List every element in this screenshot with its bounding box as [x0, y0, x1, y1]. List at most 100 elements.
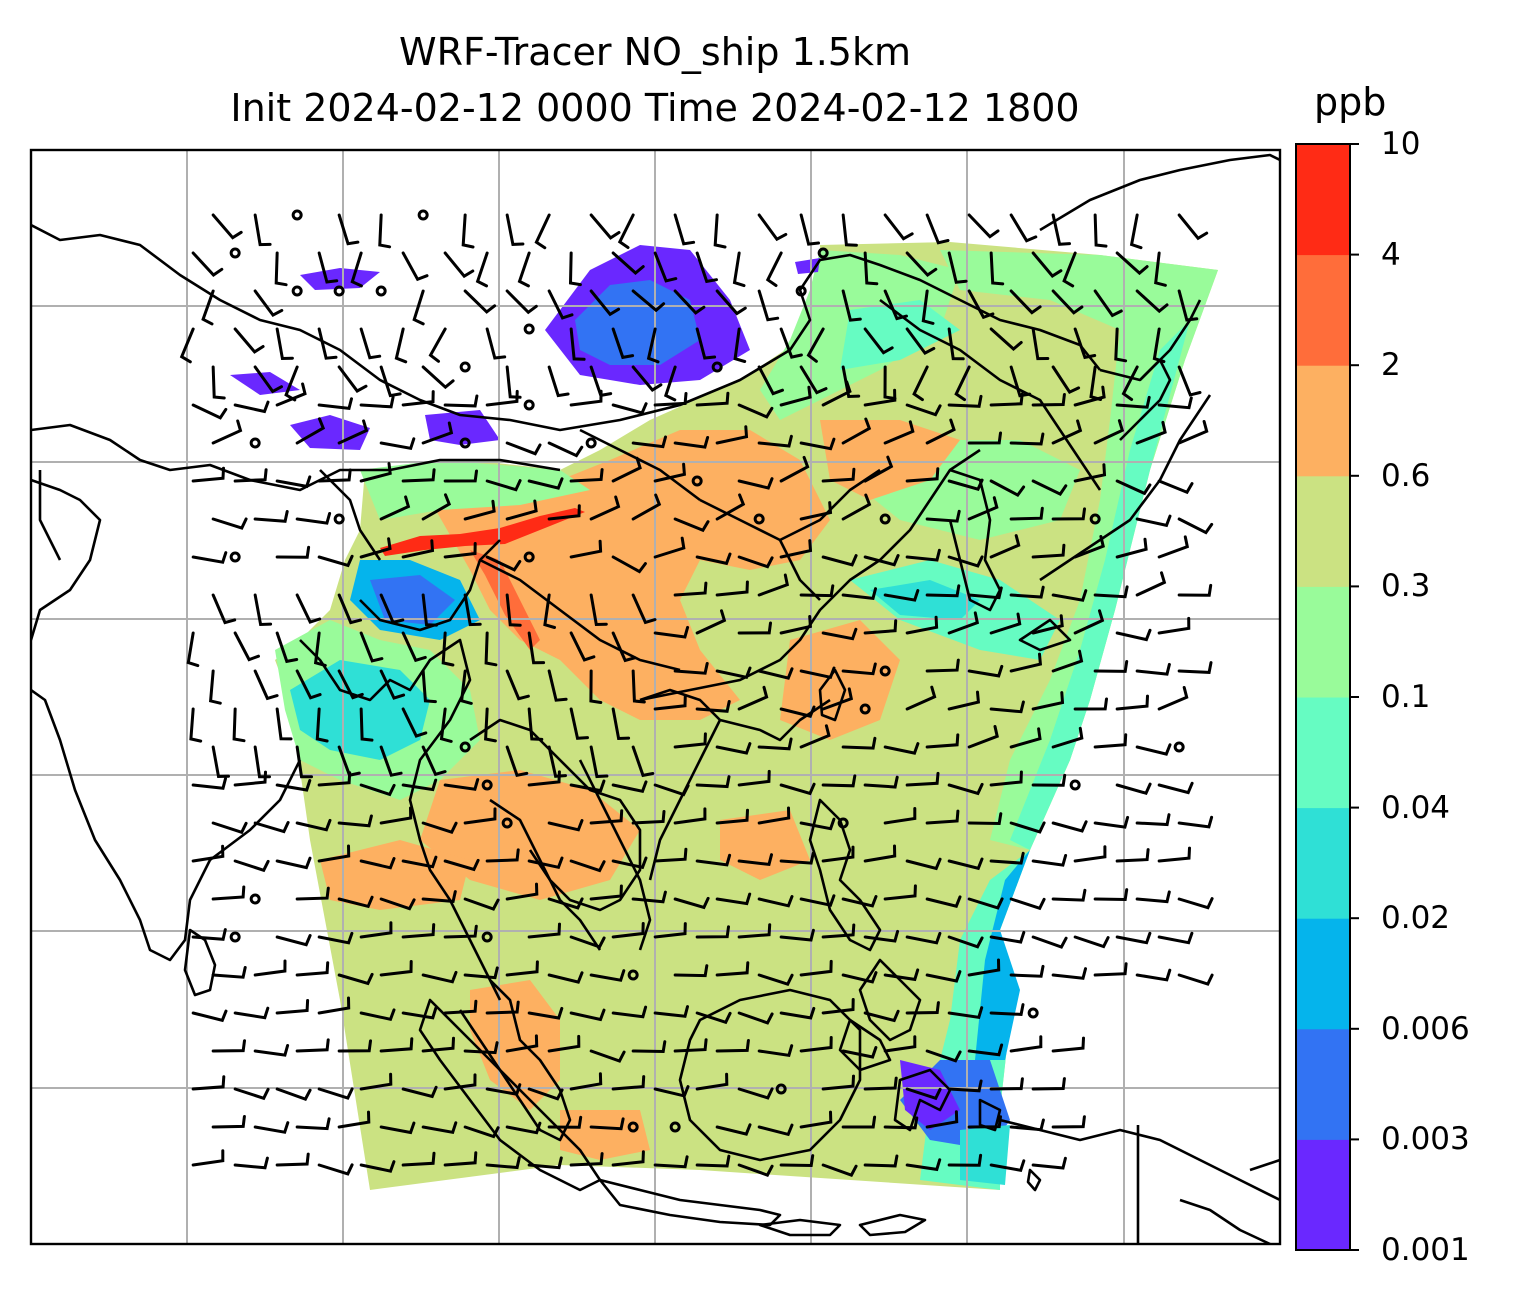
- wind-barb: [421, 365, 455, 390]
- wind-barb: [1051, 967, 1087, 980]
- wind-barb: [989, 930, 1026, 944]
- wind-barb: [1051, 419, 1083, 445]
- wind-barb: [485, 1000, 520, 1015]
- wind-barb: [274, 251, 288, 287]
- calm-wind-marker: [229, 247, 241, 259]
- wind-barb: [1177, 289, 1199, 322]
- wind-barb: [947, 1006, 984, 1019]
- wind-barb: [611, 631, 637, 663]
- graticule: [31, 150, 1280, 1244]
- calm-wind-marker: [481, 931, 493, 943]
- calm-wind-marker: [817, 247, 829, 259]
- wind-barb: [484, 707, 497, 743]
- wind-barb: [317, 844, 351, 863]
- wind-barb: [663, 365, 677, 402]
- wind-barb: [211, 821, 248, 835]
- calm-wind-marker: [459, 437, 471, 449]
- wind-barb: [905, 685, 937, 711]
- wind-barb: [547, 971, 584, 984]
- wind-barb: [799, 817, 836, 831]
- wind-barb: [233, 1006, 270, 1020]
- wind-barb: [485, 1083, 522, 1096]
- wind-barb: [757, 667, 794, 680]
- wind-barb: [695, 552, 732, 566]
- colorbar-unit-label: ppb: [1314, 80, 1387, 124]
- wind-barb: [253, 821, 290, 834]
- wind-barb: [527, 856, 564, 870]
- wind-barb: [211, 885, 246, 901]
- wind-barb: [905, 1001, 940, 1015]
- colorbar-band: [1296, 475, 1350, 587]
- wind-barb: [653, 1155, 689, 1169]
- wind-barb: [989, 479, 1026, 498]
- wind-barb: [589, 669, 603, 704]
- wind-barb: [485, 479, 522, 492]
- wind-barb: [421, 493, 452, 521]
- wind-barb: [883, 742, 920, 755]
- calm-wind-marker: [459, 741, 471, 753]
- wind-barb: [421, 970, 458, 984]
- wind-barb: [208, 669, 222, 705]
- wind-barb: [821, 687, 854, 711]
- wind-barb: [505, 1034, 539, 1053]
- wind-barb: [317, 771, 352, 787]
- wind-barb: [1062, 251, 1077, 288]
- wind-barb: [947, 935, 984, 949]
- wind-barb: [443, 469, 478, 483]
- wind-barb: [673, 807, 707, 825]
- wind-barb: [461, 213, 475, 249]
- wind-barb: [653, 251, 678, 283]
- wind-barb: [1009, 365, 1032, 398]
- wind-barb: [253, 365, 283, 394]
- wind-barb: [233, 631, 260, 662]
- field-class-5: [360, 460, 590, 520]
- wind-barb: [863, 388, 897, 407]
- wind-barb: [841, 365, 861, 399]
- wind-barb: [547, 1034, 581, 1053]
- wind-barb: [459, 669, 473, 705]
- field-class-1: [575, 280, 700, 365]
- calm-wind-marker: [585, 437, 597, 449]
- wind-barb: [883, 420, 915, 445]
- wind-barb: [569, 389, 603, 407]
- wind-barb: [967, 431, 1002, 445]
- wind-barb: [1009, 585, 1045, 599]
- wind-barb: [1009, 964, 1045, 978]
- colorbar-band: [1296, 586, 1350, 698]
- wind-barb: [379, 1121, 416, 1135]
- wind-barb: [611, 780, 648, 794]
- wind-barb: [401, 1006, 438, 1020]
- wind-barb: [925, 213, 950, 245]
- wind-barb: [1051, 589, 1088, 602]
- wind-barb: [967, 289, 995, 320]
- wind-barb: [1135, 662, 1171, 676]
- wind-barb: [715, 425, 749, 445]
- wind-barb: [925, 970, 962, 983]
- wind-barb: [295, 669, 322, 700]
- field-class-7: [560, 1110, 650, 1160]
- wind-barb: [653, 392, 688, 407]
- wind-barb: [1073, 327, 1097, 360]
- wind-barb: [653, 536, 686, 559]
- wind-barb: [1009, 289, 1042, 315]
- wind-barb: [1009, 821, 1046, 834]
- wind-barb: [821, 554, 858, 567]
- wind-barb: [443, 1073, 477, 1091]
- wind-barb: [443, 1151, 478, 1167]
- wind-barb: [568, 251, 582, 287]
- wind-barb: [378, 213, 392, 249]
- calm-wind-marker: [459, 361, 471, 373]
- wind-barb: [967, 1115, 1002, 1129]
- wind-barb: [883, 807, 917, 825]
- wind-barb: [463, 807, 497, 825]
- wind-barb: [925, 658, 960, 673]
- wind-barb: [1009, 897, 1046, 911]
- wind-barb: [821, 627, 858, 641]
- wind-barb: [379, 960, 413, 977]
- wind-barb: [359, 1160, 396, 1173]
- wind-barb: [737, 1163, 774, 1177]
- wind-barb: [313, 631, 327, 667]
- wind-barb: [611, 1075, 646, 1091]
- calm-wind-marker: [523, 323, 535, 335]
